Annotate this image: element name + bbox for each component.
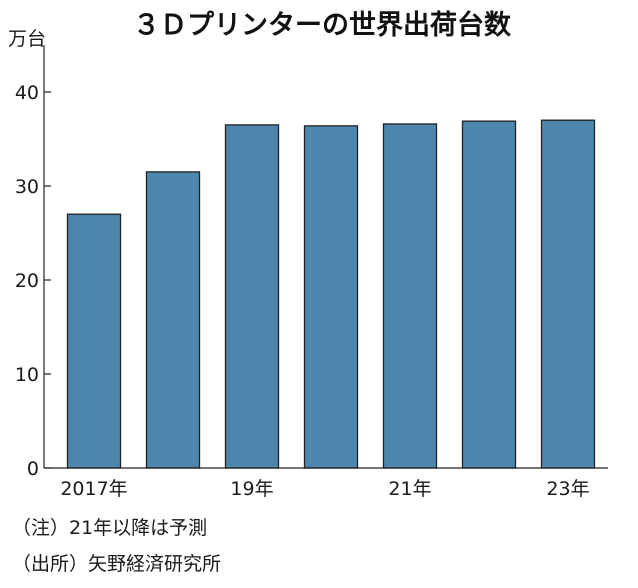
bars (66, 119, 596, 469)
y-tick-label: 10 (15, 364, 39, 386)
bar-2019 (224, 124, 280, 469)
bar-2023 (540, 119, 596, 469)
forecast-note: （注）21年以降は予測 (12, 517, 207, 539)
y-axis: 0 10 20 30 40 (15, 45, 51, 480)
bar-2022 (461, 120, 517, 469)
x-tick-label: 2017年 (60, 478, 127, 500)
bar-2017 (66, 213, 122, 469)
y-tick-label: 40 (15, 82, 39, 104)
x-axis: 2017年 19年 21年 23年 (44, 467, 608, 500)
x-tick-label: 21年 (388, 478, 431, 500)
y-tick-label: 0 (27, 458, 39, 480)
x-tick-label: 19年 (230, 478, 273, 500)
bar-2018 (145, 171, 201, 469)
bar-2021 (382, 123, 438, 469)
source-note: （出所）矢野経済研究所 (12, 553, 221, 575)
y-tick-label: 30 (15, 176, 39, 198)
bar-2020 (303, 125, 359, 469)
chart-title: ３Ｄプリンターの世界出荷台数 (133, 9, 512, 41)
y-axis-unit-label: 万台 (8, 28, 46, 50)
x-tick-label: 23年 (546, 478, 589, 500)
y-tick-label: 20 (15, 270, 39, 292)
